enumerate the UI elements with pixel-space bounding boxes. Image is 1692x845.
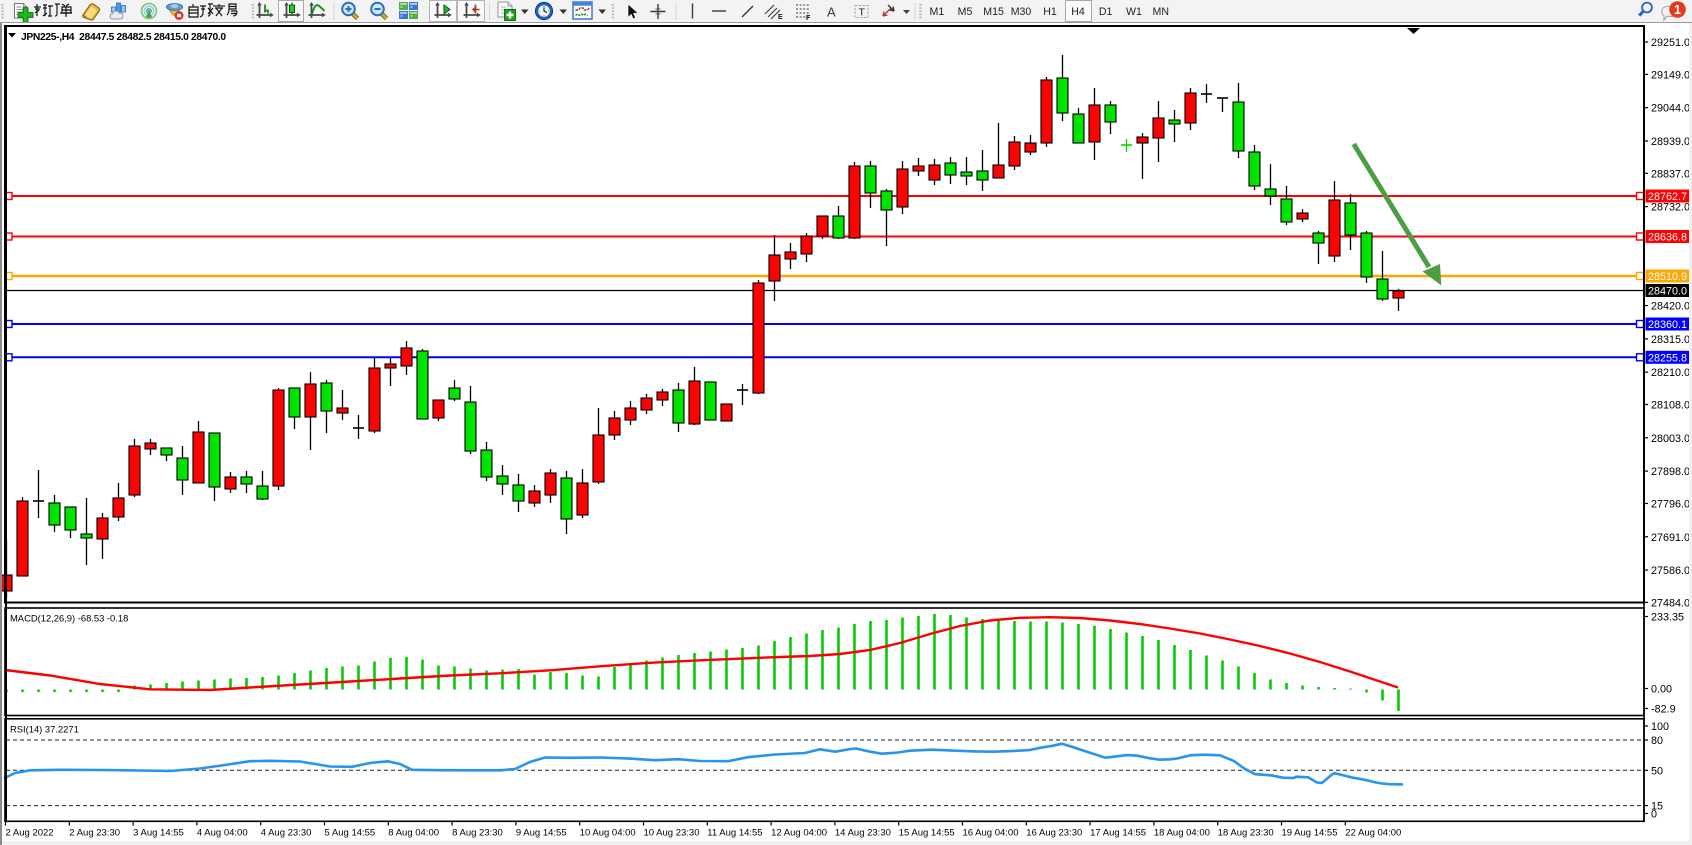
- svg-text:14 Aug 23:30: 14 Aug 23:30: [835, 828, 891, 839]
- svg-text:2 Aug 2022: 2 Aug 2022: [6, 828, 54, 839]
- svg-text:F: F: [806, 15, 811, 22]
- svg-text:29149.0: 29149.0: [1651, 69, 1690, 81]
- svg-text:28108.0: 28108.0: [1651, 400, 1690, 412]
- svg-text:27898.0: 27898.0: [1651, 466, 1690, 478]
- svg-text:28762.7: 28762.7: [1648, 191, 1687, 203]
- svg-text:-82.9: -82.9: [1651, 704, 1676, 716]
- svg-text:28837.0: 28837.0: [1651, 168, 1690, 180]
- svg-text:80: 80: [1651, 735, 1663, 747]
- svg-text:27586.0: 27586.0: [1651, 565, 1690, 577]
- svg-text:T: T: [859, 7, 866, 19]
- svg-text:29251.0: 29251.0: [1651, 37, 1690, 49]
- svg-text:E: E: [778, 14, 783, 21]
- svg-text:8 Aug 23:30: 8 Aug 23:30: [452, 828, 503, 839]
- svg-text:2 Aug 23:30: 2 Aug 23:30: [69, 828, 120, 839]
- svg-text:28732.0: 28732.0: [1651, 202, 1690, 214]
- svg-text:16 Aug 23:30: 16 Aug 23:30: [1026, 828, 1082, 839]
- svg-text:3 Aug 14:55: 3 Aug 14:55: [133, 828, 184, 839]
- svg-text:M5: M5: [958, 6, 973, 18]
- svg-text:28510.9: 28510.9: [1648, 271, 1687, 283]
- svg-text:22 Aug 04:00: 22 Aug 04:00: [1345, 828, 1401, 839]
- svg-text:18 Aug 23:30: 18 Aug 23:30: [1218, 828, 1274, 839]
- svg-text:233.35: 233.35: [1651, 612, 1684, 624]
- svg-text:H4: H4: [1071, 6, 1085, 18]
- svg-text:1: 1: [1674, 3, 1681, 17]
- svg-text:28420.0: 28420.0: [1651, 301, 1690, 313]
- svg-text:MN: MN: [1153, 6, 1169, 18]
- svg-text:M1: M1: [930, 6, 945, 18]
- svg-text:M30: M30: [1011, 6, 1032, 18]
- svg-text:27796.0: 27796.0: [1651, 498, 1690, 510]
- svg-text:A: A: [827, 5, 836, 20]
- svg-text:H1: H1: [1043, 6, 1057, 18]
- svg-text:28210.0: 28210.0: [1651, 367, 1690, 379]
- svg-text:4 Aug 23:30: 4 Aug 23:30: [261, 828, 312, 839]
- svg-text:RSI(14) 37.2271: RSI(14) 37.2271: [10, 724, 79, 735]
- svg-text:9 Aug 14:55: 9 Aug 14:55: [516, 828, 567, 839]
- svg-text:28003.0: 28003.0: [1651, 433, 1690, 445]
- svg-text:15 Aug 14:55: 15 Aug 14:55: [899, 828, 955, 839]
- svg-text:16 Aug 04:00: 16 Aug 04:00: [963, 828, 1019, 839]
- svg-text:10 Aug 23:30: 10 Aug 23:30: [644, 828, 700, 839]
- svg-text:27484.0: 27484.0: [1651, 597, 1690, 609]
- svg-text:17 Aug 14:55: 17 Aug 14:55: [1090, 828, 1146, 839]
- svg-text:28315.0: 28315.0: [1651, 334, 1690, 346]
- svg-text:4 Aug 04:00: 4 Aug 04:00: [197, 828, 248, 839]
- svg-text:27691.0: 27691.0: [1651, 532, 1690, 544]
- svg-text:10 Aug 04:00: 10 Aug 04:00: [580, 828, 636, 839]
- svg-text:11 Aug 14:55: 11 Aug 14:55: [707, 828, 762, 839]
- svg-text:M15: M15: [983, 6, 1004, 18]
- svg-text:28470.0: 28470.0: [1648, 286, 1687, 298]
- svg-text:50: 50: [1651, 765, 1663, 777]
- svg-text:19 Aug 14:55: 19 Aug 14:55: [1282, 828, 1338, 839]
- svg-text:28255.8: 28255.8: [1648, 352, 1687, 364]
- svg-text:JPN225-,H4 28447.5 28482.5 28: JPN225-,H4 28447.5 28482.5 28415.0 28470…: [21, 32, 226, 43]
- svg-text:0.00: 0.00: [1651, 684, 1672, 696]
- svg-text:5 Aug 14:55: 5 Aug 14:55: [325, 828, 376, 839]
- svg-text:28636.8: 28636.8: [1648, 232, 1687, 244]
- svg-text:18 Aug 04:00: 18 Aug 04:00: [1154, 828, 1210, 839]
- svg-text:100: 100: [1651, 721, 1669, 733]
- svg-text:12 Aug 04:00: 12 Aug 04:00: [771, 828, 827, 839]
- svg-text:D1: D1: [1099, 6, 1113, 18]
- svg-text:15: 15: [1651, 801, 1663, 813]
- svg-text:8 Aug 04:00: 8 Aug 04:00: [388, 828, 439, 839]
- svg-text:29044.0: 29044.0: [1651, 103, 1690, 115]
- svg-text:MACD(12,26,9) -68.53 -0.18: MACD(12,26,9) -68.53 -0.18: [10, 613, 128, 624]
- svg-text:0: 0: [1651, 809, 1657, 821]
- svg-text:W1: W1: [1126, 6, 1142, 18]
- svg-text:28939.0: 28939.0: [1651, 136, 1690, 148]
- svg-text:28360.1: 28360.1: [1648, 319, 1687, 331]
